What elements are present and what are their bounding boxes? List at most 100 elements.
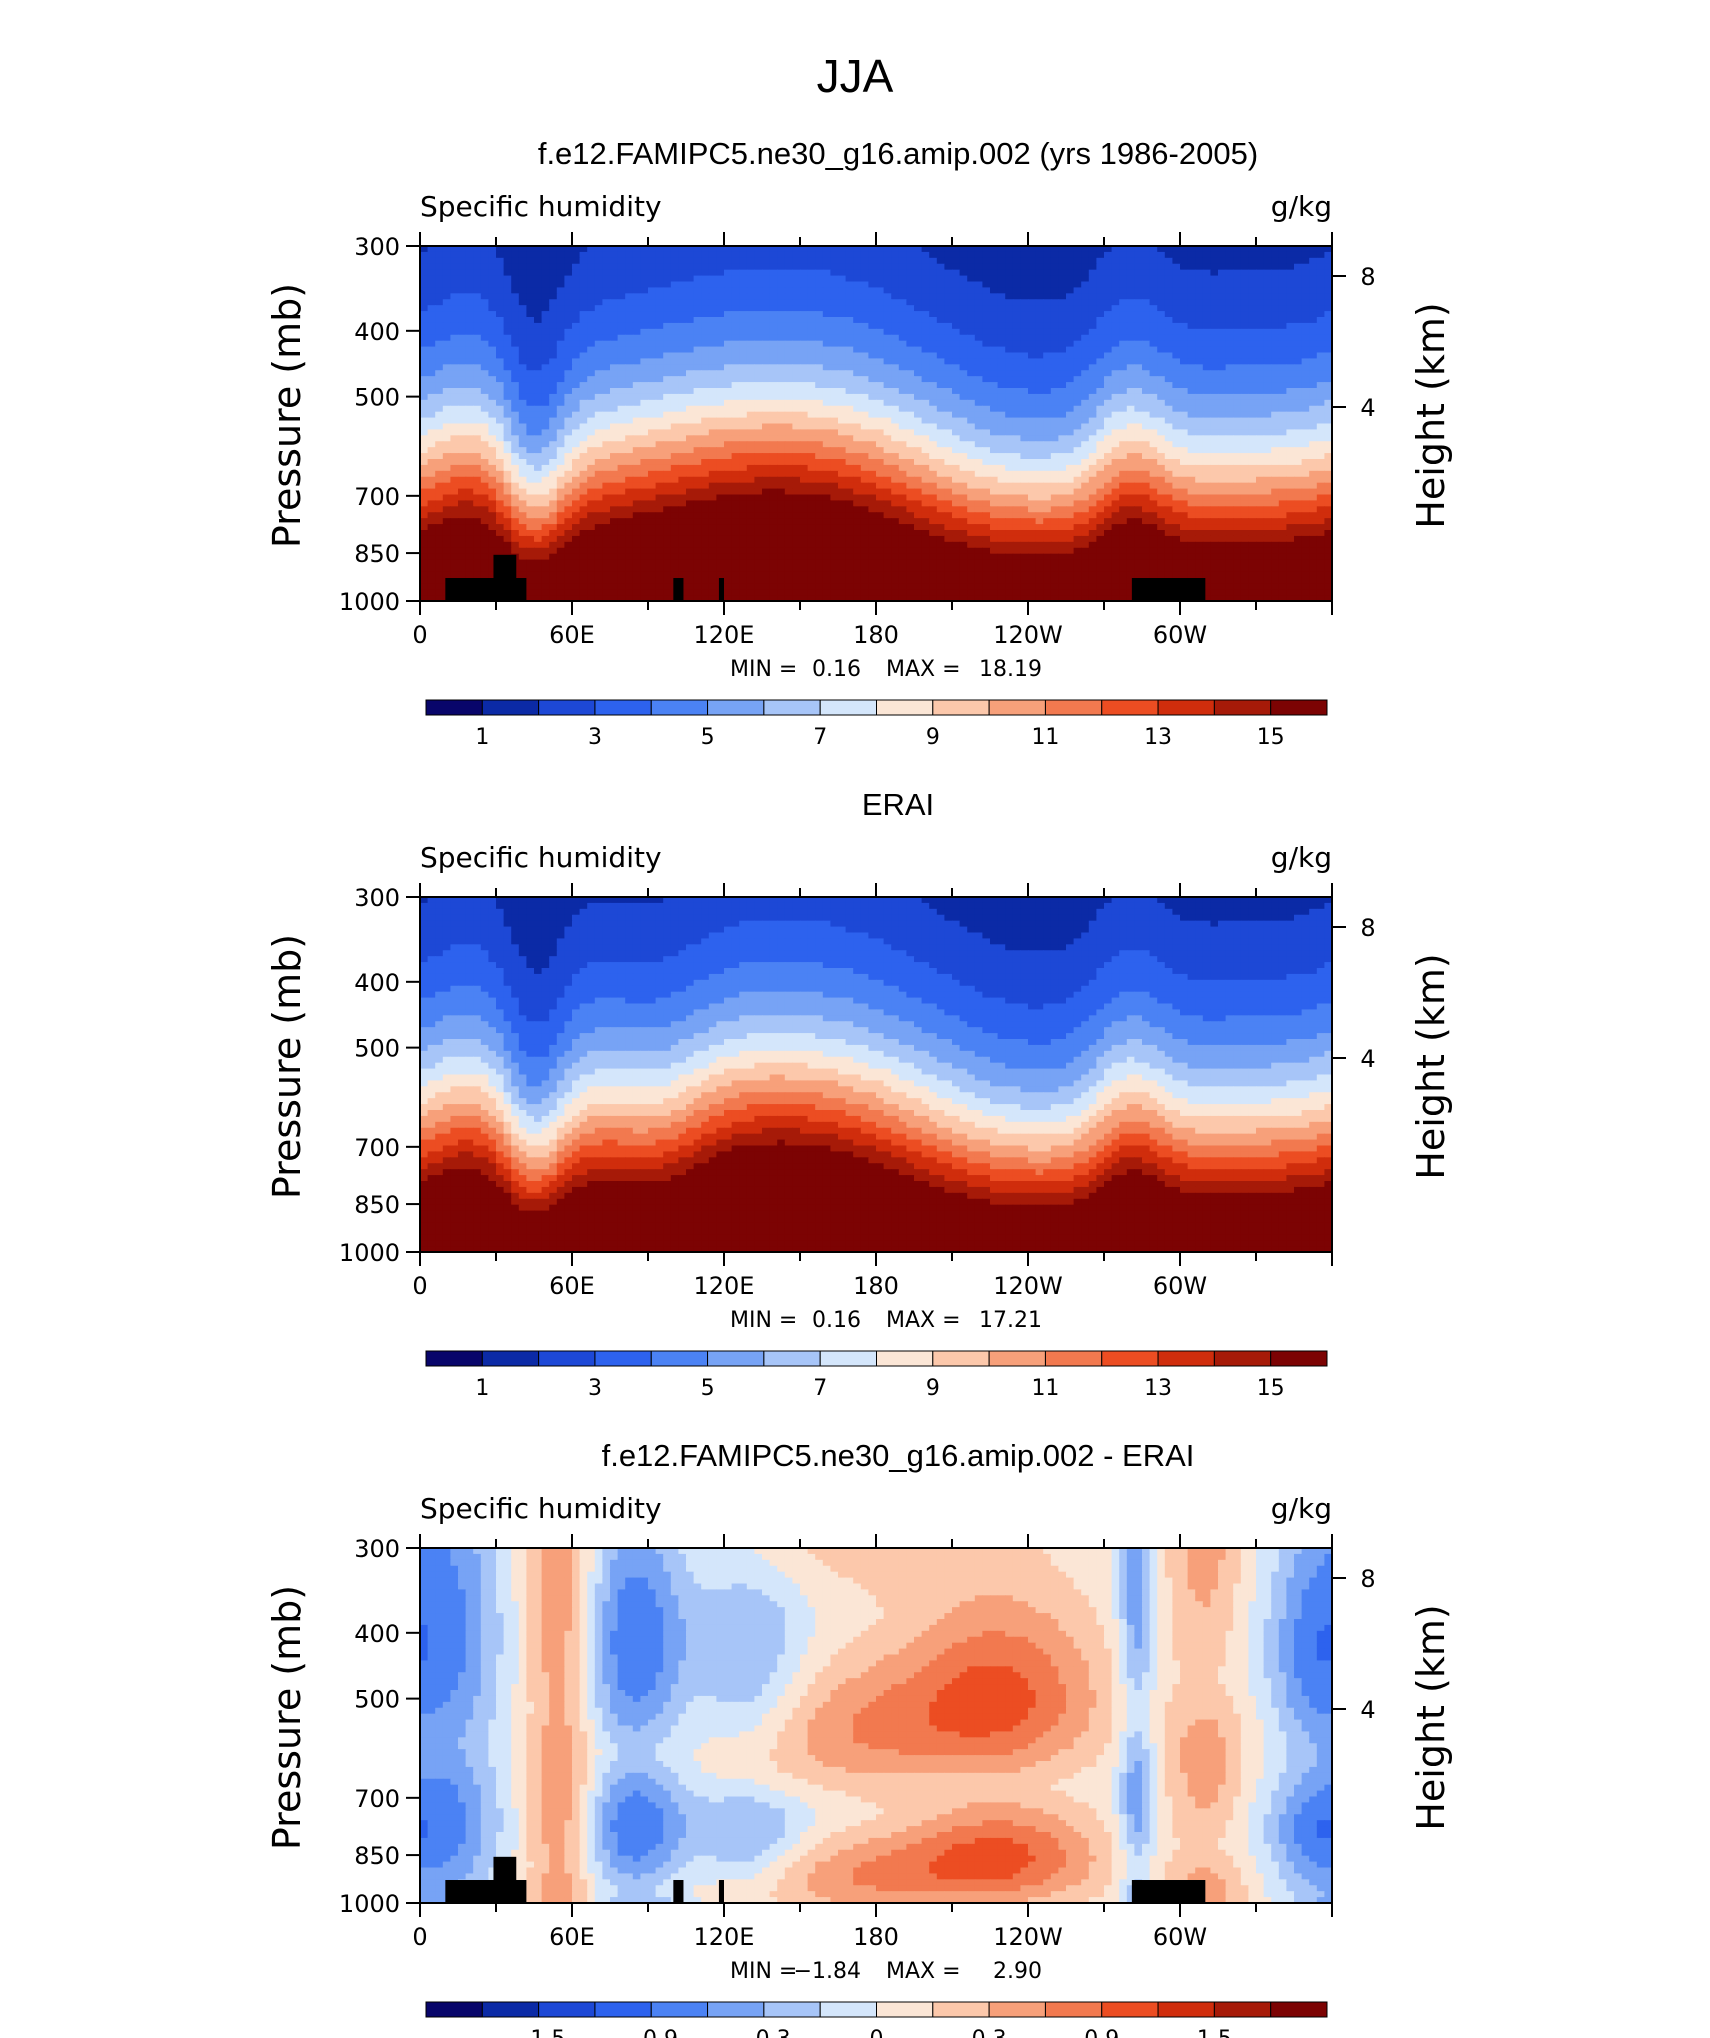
contour-cell bbox=[1104, 293, 1113, 300]
contour-cell bbox=[1278, 364, 1287, 371]
contour-cell bbox=[967, 417, 976, 425]
contour-cell bbox=[1157, 257, 1166, 265]
contour-cell bbox=[746, 281, 755, 289]
contour-cell bbox=[655, 411, 664, 419]
contour-cell bbox=[1028, 382, 1037, 389]
contour-cell bbox=[815, 470, 824, 478]
contour-cell bbox=[1126, 275, 1135, 283]
contour-cell bbox=[693, 435, 702, 442]
contour-cell bbox=[845, 281, 854, 289]
contour-cell bbox=[784, 435, 793, 442]
contour-cell bbox=[982, 417, 991, 425]
contour-cell bbox=[1058, 393, 1067, 401]
contour-cell bbox=[594, 317, 603, 324]
contour-cell bbox=[1020, 281, 1029, 289]
contour-cell bbox=[891, 388, 900, 395]
contour-cell bbox=[648, 340, 657, 348]
contour-cell bbox=[1066, 263, 1075, 271]
contour-cell bbox=[1050, 441, 1059, 448]
contour-cell bbox=[587, 435, 596, 442]
contour-cell bbox=[625, 281, 634, 289]
contour-cell bbox=[1149, 269, 1158, 277]
contour-cell bbox=[724, 482, 733, 490]
contour-cell bbox=[952, 435, 961, 442]
contour-cell bbox=[572, 340, 581, 348]
contour-cell bbox=[762, 275, 771, 283]
contour-cell bbox=[754, 482, 763, 490]
contour-cell bbox=[1309, 423, 1318, 431]
contour-cell bbox=[602, 346, 611, 354]
contour-cell bbox=[1316, 352, 1325, 360]
contour-cell bbox=[617, 246, 626, 253]
contour-cell bbox=[427, 447, 436, 454]
contour-cell bbox=[1271, 305, 1280, 312]
contour-cell bbox=[708, 405, 717, 413]
contour-cell bbox=[967, 388, 976, 395]
contour-cell bbox=[906, 346, 915, 354]
contour-cell bbox=[959, 382, 968, 389]
contour-cell bbox=[1218, 453, 1227, 460]
contour-cell bbox=[1294, 399, 1303, 407]
contour-cell bbox=[701, 358, 710, 365]
contour-cell bbox=[1271, 453, 1280, 460]
contour-cell bbox=[572, 459, 581, 466]
contour-cell bbox=[693, 382, 702, 389]
contour-cell bbox=[1248, 334, 1257, 342]
contour-cell bbox=[876, 275, 885, 283]
contour-cell bbox=[815, 447, 824, 454]
contour-cell bbox=[1066, 299, 1075, 306]
contour-cell bbox=[518, 287, 527, 294]
contour-cell bbox=[1309, 441, 1318, 448]
contour-cell bbox=[1187, 429, 1196, 436]
contour-cell bbox=[610, 370, 619, 377]
contour-cell bbox=[420, 482, 429, 490]
contour-cell bbox=[944, 399, 953, 407]
contour-cell bbox=[1248, 281, 1257, 289]
contour-cell bbox=[739, 287, 748, 294]
contour-cell bbox=[944, 370, 953, 377]
contour-cell bbox=[518, 334, 527, 342]
contour-cell bbox=[739, 269, 748, 277]
contour-cell bbox=[610, 459, 619, 466]
contour-cell bbox=[693, 281, 702, 289]
contour-cell bbox=[1104, 405, 1113, 413]
contour-cell bbox=[1028, 257, 1037, 265]
contour-cell bbox=[655, 382, 664, 389]
contour-cell bbox=[792, 281, 801, 289]
contour-cell bbox=[1240, 293, 1249, 300]
contour-cell bbox=[1218, 293, 1227, 300]
contour-cell bbox=[1035, 388, 1044, 395]
contour-cell bbox=[435, 447, 444, 454]
contour-cell bbox=[617, 317, 626, 324]
contour-cell bbox=[936, 388, 945, 395]
contour-cell bbox=[1081, 281, 1090, 289]
contour-cell bbox=[967, 263, 976, 271]
contour-cell bbox=[1157, 364, 1166, 371]
contour-cell bbox=[1309, 405, 1318, 413]
contour-cell bbox=[921, 293, 930, 300]
contour-cell bbox=[860, 346, 869, 354]
contour-cell bbox=[860, 411, 869, 419]
contour-cell bbox=[769, 317, 778, 324]
contour-cell bbox=[1066, 334, 1075, 342]
contour-cell bbox=[1058, 411, 1067, 419]
contour-cell bbox=[587, 376, 596, 383]
contour-cell bbox=[549, 364, 558, 371]
contour-cell bbox=[800, 399, 809, 407]
contour-cell bbox=[549, 429, 558, 436]
contour-cell bbox=[435, 328, 444, 336]
contour-cell bbox=[1271, 376, 1280, 383]
contour-cell bbox=[1050, 334, 1059, 342]
contour-cell bbox=[450, 370, 459, 377]
contour-cell bbox=[1202, 299, 1211, 306]
contour-cell bbox=[708, 417, 717, 425]
contour-cell bbox=[754, 352, 763, 360]
contour-cell bbox=[974, 453, 983, 460]
contour-cell bbox=[769, 459, 778, 466]
contour-cell bbox=[944, 393, 953, 401]
contour-cell bbox=[701, 340, 710, 348]
contour-cell bbox=[1286, 287, 1295, 294]
contour-cell bbox=[534, 275, 543, 283]
contour-cell bbox=[655, 435, 664, 442]
contour-cell bbox=[868, 281, 877, 289]
